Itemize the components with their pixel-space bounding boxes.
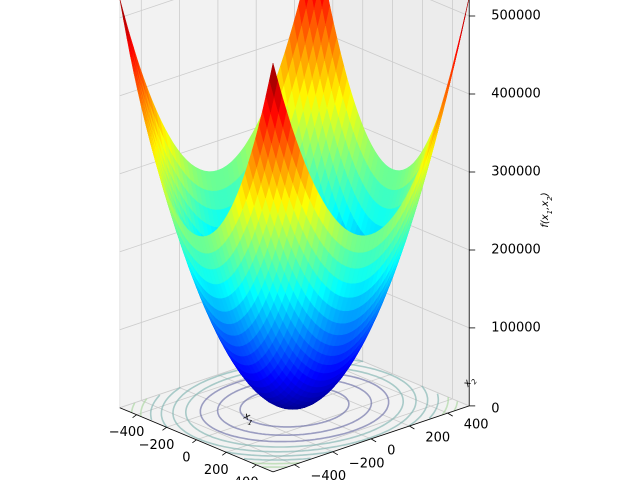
label-part: ) — [540, 192, 551, 197]
contour-line — [172, 360, 417, 453]
x-tick-label: 400 — [234, 475, 259, 480]
x-tick-label: −400 — [109, 425, 145, 440]
y-tick-mark — [409, 425, 415, 430]
label-part: x — [241, 410, 251, 423]
x-tick-label: 0 — [182, 450, 190, 465]
axis-labels: x1 x2 f(x1,x2) — [240, 192, 554, 427]
label-part: f(x — [540, 214, 551, 227]
contour-line — [408, 385, 429, 427]
label-part: 2 — [470, 377, 479, 386]
contour-line — [441, 397, 450, 416]
x-tick-label: 200 — [204, 463, 229, 478]
y-tick-mark — [370, 438, 377, 443]
y-tick-label: −400 — [311, 469, 347, 480]
x-tick-mark — [162, 426, 167, 431]
z-grid-left — [119, 29, 317, 97]
label-part: 1 — [546, 210, 554, 214]
x-tick-mark — [192, 439, 197, 444]
x-tick-mark — [251, 464, 257, 469]
x-tick-label: −200 — [139, 438, 175, 453]
label-part: ,x — [540, 201, 551, 210]
contour-line — [244, 457, 311, 461]
z-tick-label: 100000 — [491, 320, 541, 335]
z-tick-label: 400000 — [491, 87, 541, 102]
label-part: 1 — [247, 418, 254, 427]
x-axis-label: x1 — [240, 410, 255, 427]
y-tick-label: 400 — [464, 418, 489, 433]
axes-lines — [119, 0, 476, 473]
contour-line — [160, 386, 181, 429]
z-tick-label: 500000 — [491, 9, 541, 24]
x-tick-mark — [132, 414, 137, 419]
z-axis-label: f(x1,x2) — [540, 192, 554, 227]
z-grid-back — [315, 29, 470, 95]
y-tick-label: 0 — [387, 443, 395, 458]
y-tick-label: −200 — [349, 456, 385, 471]
y-tick-mark — [332, 451, 339, 456]
z-tick-label: 200000 — [491, 243, 541, 258]
contour-line — [453, 401, 459, 412]
contour-line — [140, 398, 148, 417]
y-grid-floor — [141, 400, 295, 466]
tick-labels: −400−2000200400−400−20002004000100000200… — [109, 9, 541, 480]
y-tick-mark — [447, 412, 453, 417]
surface-facet — [269, 63, 278, 97]
contour-line — [185, 365, 405, 448]
contour-line — [130, 402, 136, 413]
y-tick-label: 200 — [425, 431, 450, 446]
z-tick-label: 0 — [491, 401, 499, 416]
contour-line — [225, 450, 334, 457]
surface-mesh — [119, 0, 469, 410]
z-grid-back — [429, 0, 470, 17]
contour-line — [428, 393, 440, 420]
label-part: 2 — [546, 196, 554, 201]
x-tick-mark — [222, 451, 227, 456]
z-tick-label: 300000 — [491, 165, 541, 180]
contour-line — [149, 394, 161, 421]
contour-line — [252, 462, 300, 465]
y-tick-mark — [294, 464, 300, 469]
contour-line — [216, 377, 373, 437]
contour-line — [199, 371, 390, 443]
z-grid-left — [119, 0, 174, 19]
